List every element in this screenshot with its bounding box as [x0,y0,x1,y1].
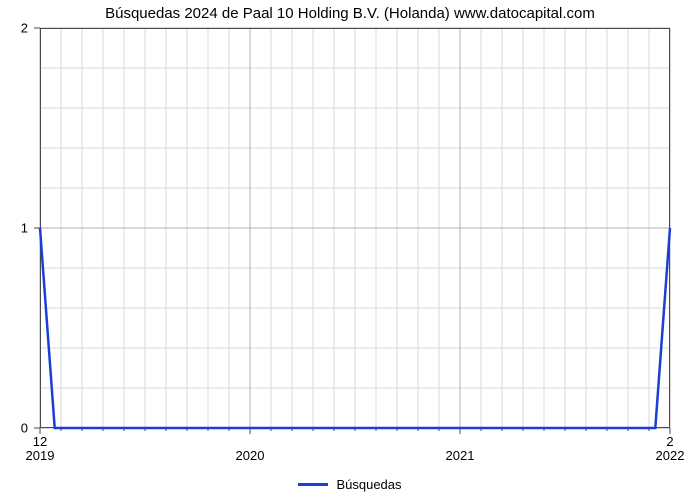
x-tick-label: 2020 [236,448,265,463]
secondary-label-left: 12 [33,434,47,449]
chart-plot [40,28,670,428]
y-tick-label: 2 [0,21,28,36]
y-tick-label: 0 [0,421,28,436]
secondary-label-right: 2 [666,434,673,449]
y-tick-label: 1 [0,221,28,236]
chart-title: Búsquedas 2024 de Paal 10 Holding B.V. (… [0,5,700,22]
x-tick-label: 2022 [656,448,685,463]
legend-label: Búsquedas [336,477,401,492]
chart-legend: Búsquedas [0,477,700,492]
x-tick-label: 2021 [446,448,475,463]
legend-swatch [298,483,328,486]
x-tick-label: 2019 [26,448,55,463]
